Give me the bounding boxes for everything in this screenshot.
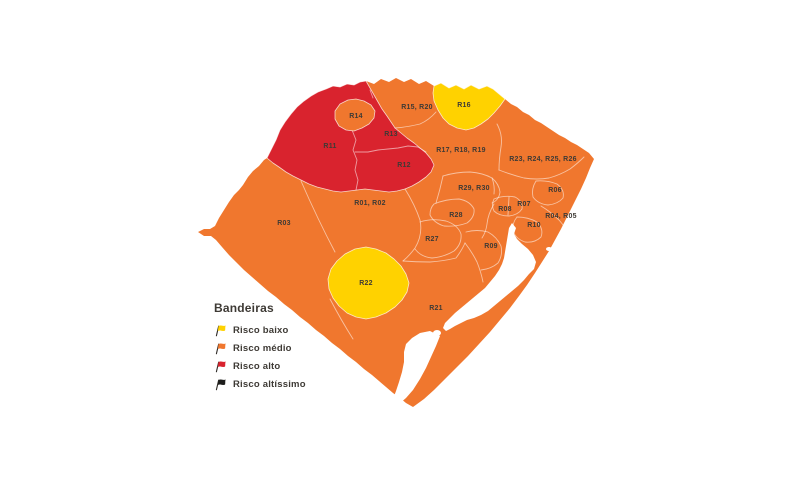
region-label: R12 [397, 162, 411, 169]
lagoons [393, 223, 568, 404]
legend-title: Bandeiras [214, 301, 274, 315]
border-r11-r12 [351, 129, 359, 191]
region-label: R16 [457, 102, 471, 109]
region-shape-r14 [334, 98, 376, 132]
region-label: R01, R02 [354, 200, 386, 207]
region-label: R08 [498, 206, 512, 213]
legend-item: Risco baixo [214, 324, 306, 337]
region-borders [300, 111, 585, 340]
region-label: R22 [359, 280, 373, 287]
border-r11-r13 [369, 89, 374, 99]
region-label: R17, R18, R19 [436, 147, 486, 154]
coastal-lake [564, 231, 568, 235]
region-label: R06 [548, 187, 562, 194]
legend: Bandeiras Risco baixo Risco médio Risco … [214, 301, 306, 396]
legend-item: Risco alto [214, 360, 306, 373]
region-label: R23, R24, R25, R26 [509, 156, 577, 163]
flag-icon [215, 379, 226, 391]
region-label: R13 [384, 131, 398, 138]
region-label: R10 [527, 222, 541, 229]
region-label: R03 [277, 220, 291, 227]
flag-icon [215, 325, 226, 337]
region-label: R09 [484, 243, 498, 250]
legend-item-label: Risco médio [233, 343, 292, 354]
region-label: R14 [349, 113, 363, 120]
coastal-lake [546, 247, 552, 251]
region-label: R27 [425, 236, 439, 243]
region-label: R29, R30 [458, 185, 490, 192]
lagoa-dos-patos [443, 223, 536, 331]
legend-item-label: Risco alto [233, 361, 281, 372]
legend-item: Risco altíssimo [214, 378, 306, 391]
region-label: R21 [429, 305, 443, 312]
region-label: R07 [517, 201, 531, 208]
flag-icon [215, 361, 226, 373]
coastal-lake [425, 338, 433, 344]
region-shape-r11-r13-r12 [266, 80, 435, 193]
legend-item-label: Risco altíssimo [233, 379, 306, 390]
region-labels: R11 R13 R12 R14 R15, R20 R16 R17, R18, R19 R23,… [277, 102, 577, 312]
lagoa-mirim [393, 331, 440, 404]
region-label: R15, R20 [401, 104, 433, 111]
region-shape-r22 [327, 246, 410, 320]
border-r13-r12 [354, 145, 427, 153]
region-shape-r16 [432, 82, 506, 131]
coastal-lake [433, 330, 441, 336]
legend-items: Risco baixo Risco médio Risco alto Risco… [214, 324, 306, 391]
region-label: R04, R05 [545, 213, 577, 220]
legend-item: Risco médio [214, 342, 306, 355]
flag-icon [215, 343, 226, 355]
coastal-lake [419, 346, 425, 350]
region-label: R28 [449, 212, 463, 219]
region-label: R11 [323, 143, 336, 150]
legend-item-label: Risco baixo [233, 325, 289, 336]
coastal-lake [555, 239, 561, 243]
